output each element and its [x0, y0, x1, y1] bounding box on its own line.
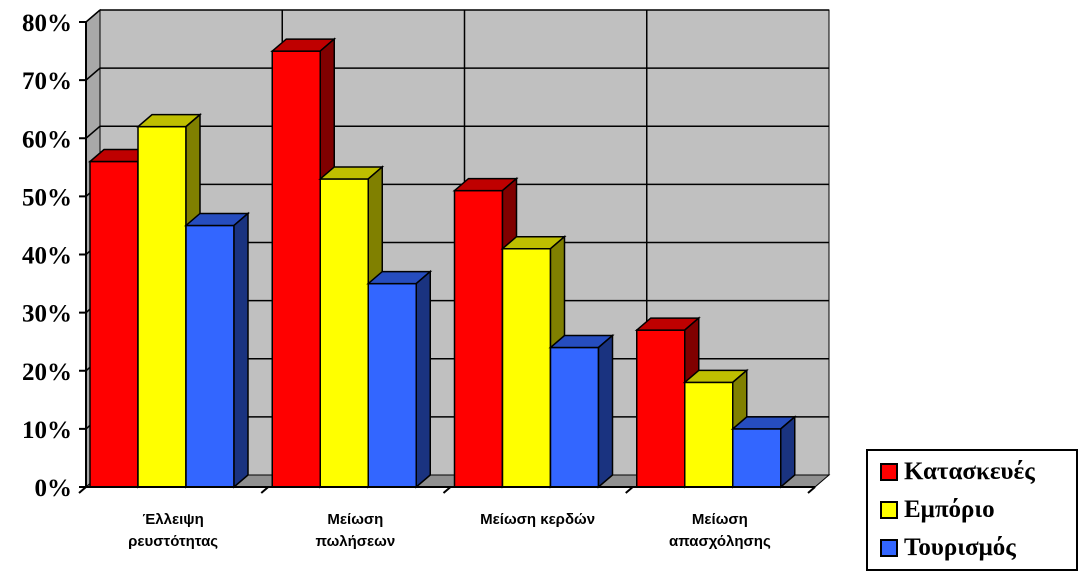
legend-swatch-commerce [880, 501, 898, 519]
x-tick-label: Μείωση απασχόλησης [669, 511, 771, 550]
bars [87, 37, 797, 489]
y-tick-label: 60% [22, 126, 72, 153]
y-tick-labels: 0% 10% 20% 30% 40% 50% 60% 70% 80% [22, 10, 72, 502]
y-tick-label: 50% [22, 184, 72, 211]
gridline-side [85, 125, 101, 139]
y-tick-label: 0% [35, 475, 73, 502]
bar-front [501, 247, 552, 488]
axes [78, 21, 816, 494]
legend: Κατασκευές Εμπόριο Τουρισμός [866, 449, 1078, 571]
bar-side [597, 333, 614, 489]
bar-front [367, 282, 417, 488]
bar-front [89, 160, 139, 488]
bar-side [780, 415, 796, 489]
bar-front [549, 346, 600, 488]
bar-tourism-3 [548, 333, 615, 489]
y-tick-label: 70% [22, 68, 72, 95]
legend-label-construction: Κατασκευές [904, 458, 1035, 485]
bar-front [271, 50, 321, 488]
bar-side [415, 269, 431, 489]
legend-item-commerce: Εμπόριο [880, 493, 995, 527]
x-tick-label: Μείωση κερδών [480, 511, 595, 528]
bar-front [319, 178, 369, 488]
legend-swatch-construction [880, 463, 898, 481]
x-tick-label-line: ρευστότητας [128, 533, 218, 550]
legend-swatch-tourism [880, 539, 898, 557]
bar-front [137, 125, 187, 488]
x-tick-label-line: Μείωση [327, 511, 383, 528]
x-tick-label-line: πωλήσεων [316, 533, 396, 550]
bar-tourism-2 [366, 269, 433, 489]
x-tick-label: Μείωση πωλήσεων [316, 511, 396, 550]
x-tick-mark [442, 486, 452, 494]
y-tick-label: 10% [22, 417, 72, 444]
legend-label-tourism: Τουρισμός [904, 534, 1016, 561]
x-tick-label-line: Έλλειψη [143, 511, 204, 528]
bar-front [453, 189, 504, 488]
gridline-side [85, 9, 101, 23]
x-tick-mark [625, 486, 634, 494]
bar-front [684, 381, 734, 488]
x-tick-labels: Έλλειψη ρευστότητας Μείωση πωλήσεων Μείωση κ… [128, 511, 771, 550]
y-tick-label: 40% [22, 243, 72, 270]
bar-front [732, 428, 782, 488]
legend-label-commerce: Εμπόριο [904, 496, 995, 523]
bar-tourism-4 [730, 415, 797, 489]
x-tick-label-line: απασχόλησης [669, 533, 771, 550]
x-tick-mark [78, 486, 87, 494]
bar-tourism-1 [183, 211, 251, 489]
x-tick-label: Έλλειψη ρευστότητας [128, 511, 218, 550]
legend-item-tourism: Τουρισμός [880, 531, 1016, 565]
x-tick-mark [260, 486, 269, 494]
bar-front [185, 224, 235, 488]
x-tick-label-line: Μείωση [692, 511, 748, 528]
y-tick-label: 80% [22, 10, 72, 37]
y-tick-label: 20% [22, 359, 72, 386]
bar-front [636, 329, 686, 488]
x-tick-mark [807, 486, 816, 494]
gridline-side [85, 67, 101, 81]
x-tick-label-line: Μείωση κερδών [480, 511, 595, 528]
bar-side [233, 211, 249, 489]
y-tick-label: 30% [22, 301, 72, 328]
legend-item-construction: Κατασκευές [880, 455, 1035, 489]
